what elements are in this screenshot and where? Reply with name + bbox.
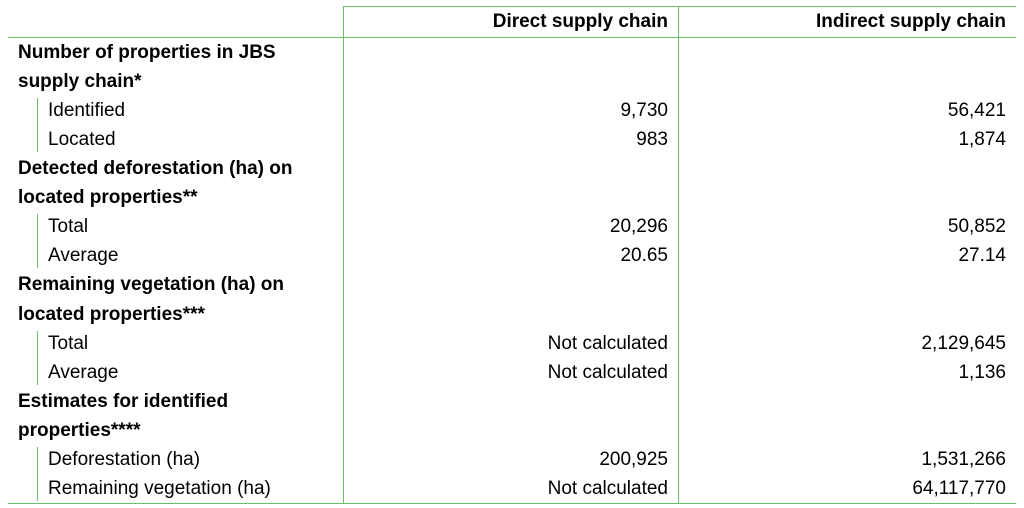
indent-rule	[37, 446, 38, 501]
cell-indirect: 50,852	[947, 216, 1006, 238]
cell-direct: 200,925	[599, 448, 668, 470]
section-title: Detected deforestation (ha) on	[18, 158, 293, 180]
cell-direct: Not calculated	[547, 332, 668, 354]
indent-rule	[37, 98, 38, 153]
row-label: Total	[48, 216, 89, 238]
cell-direct: 9,730	[620, 100, 668, 122]
section-title: Number of properties in JBS	[18, 42, 276, 63]
cell-direct: Not calculated	[547, 477, 668, 499]
cell-indirect: 2,129,645	[921, 332, 1006, 354]
row-label: Total	[48, 332, 89, 354]
cell-direct: 20,296	[609, 216, 668, 238]
section-title: Estimates for identified	[18, 390, 229, 412]
row-label: Located	[48, 129, 116, 151]
column-divider	[678, 6, 679, 504]
row-label: Average	[48, 245, 119, 267]
cell-indirect: 64,117,770	[912, 477, 1006, 499]
cell-indirect: 27.14	[958, 245, 1006, 267]
rule-top	[343, 6, 1016, 7]
section-title: located properties**	[18, 187, 198, 209]
cell-direct: 983	[636, 129, 668, 151]
rule-bottom	[8, 503, 1016, 504]
cell-indirect: 1,136	[958, 361, 1006, 383]
cell-indirect: 1,531,266	[921, 448, 1006, 470]
section-title: properties****	[18, 419, 141, 441]
row-label: Remaining vegetation (ha)	[48, 477, 271, 499]
column-divider	[343, 6, 344, 504]
section-title: Remaining vegetation (ha) on	[18, 274, 285, 296]
cell-indirect: 56,421	[947, 100, 1006, 122]
column-header: Indirect supply chain	[815, 11, 1006, 32]
column-header: Direct supply chain	[492, 11, 668, 32]
row-label: Deforestation (ha)	[48, 448, 201, 470]
indent-rule	[37, 330, 38, 385]
rule-header	[8, 37, 1016, 38]
row-label: Identified	[48, 100, 126, 122]
cell-indirect: 1,874	[958, 129, 1006, 151]
cell-direct: Not calculated	[547, 361, 668, 383]
section-title: supply chain*	[18, 71, 142, 93]
cell-direct: 20.65	[620, 245, 668, 267]
row-label: Average	[48, 361, 119, 383]
indent-rule	[37, 214, 38, 269]
section-title: located properties***	[18, 303, 205, 325]
